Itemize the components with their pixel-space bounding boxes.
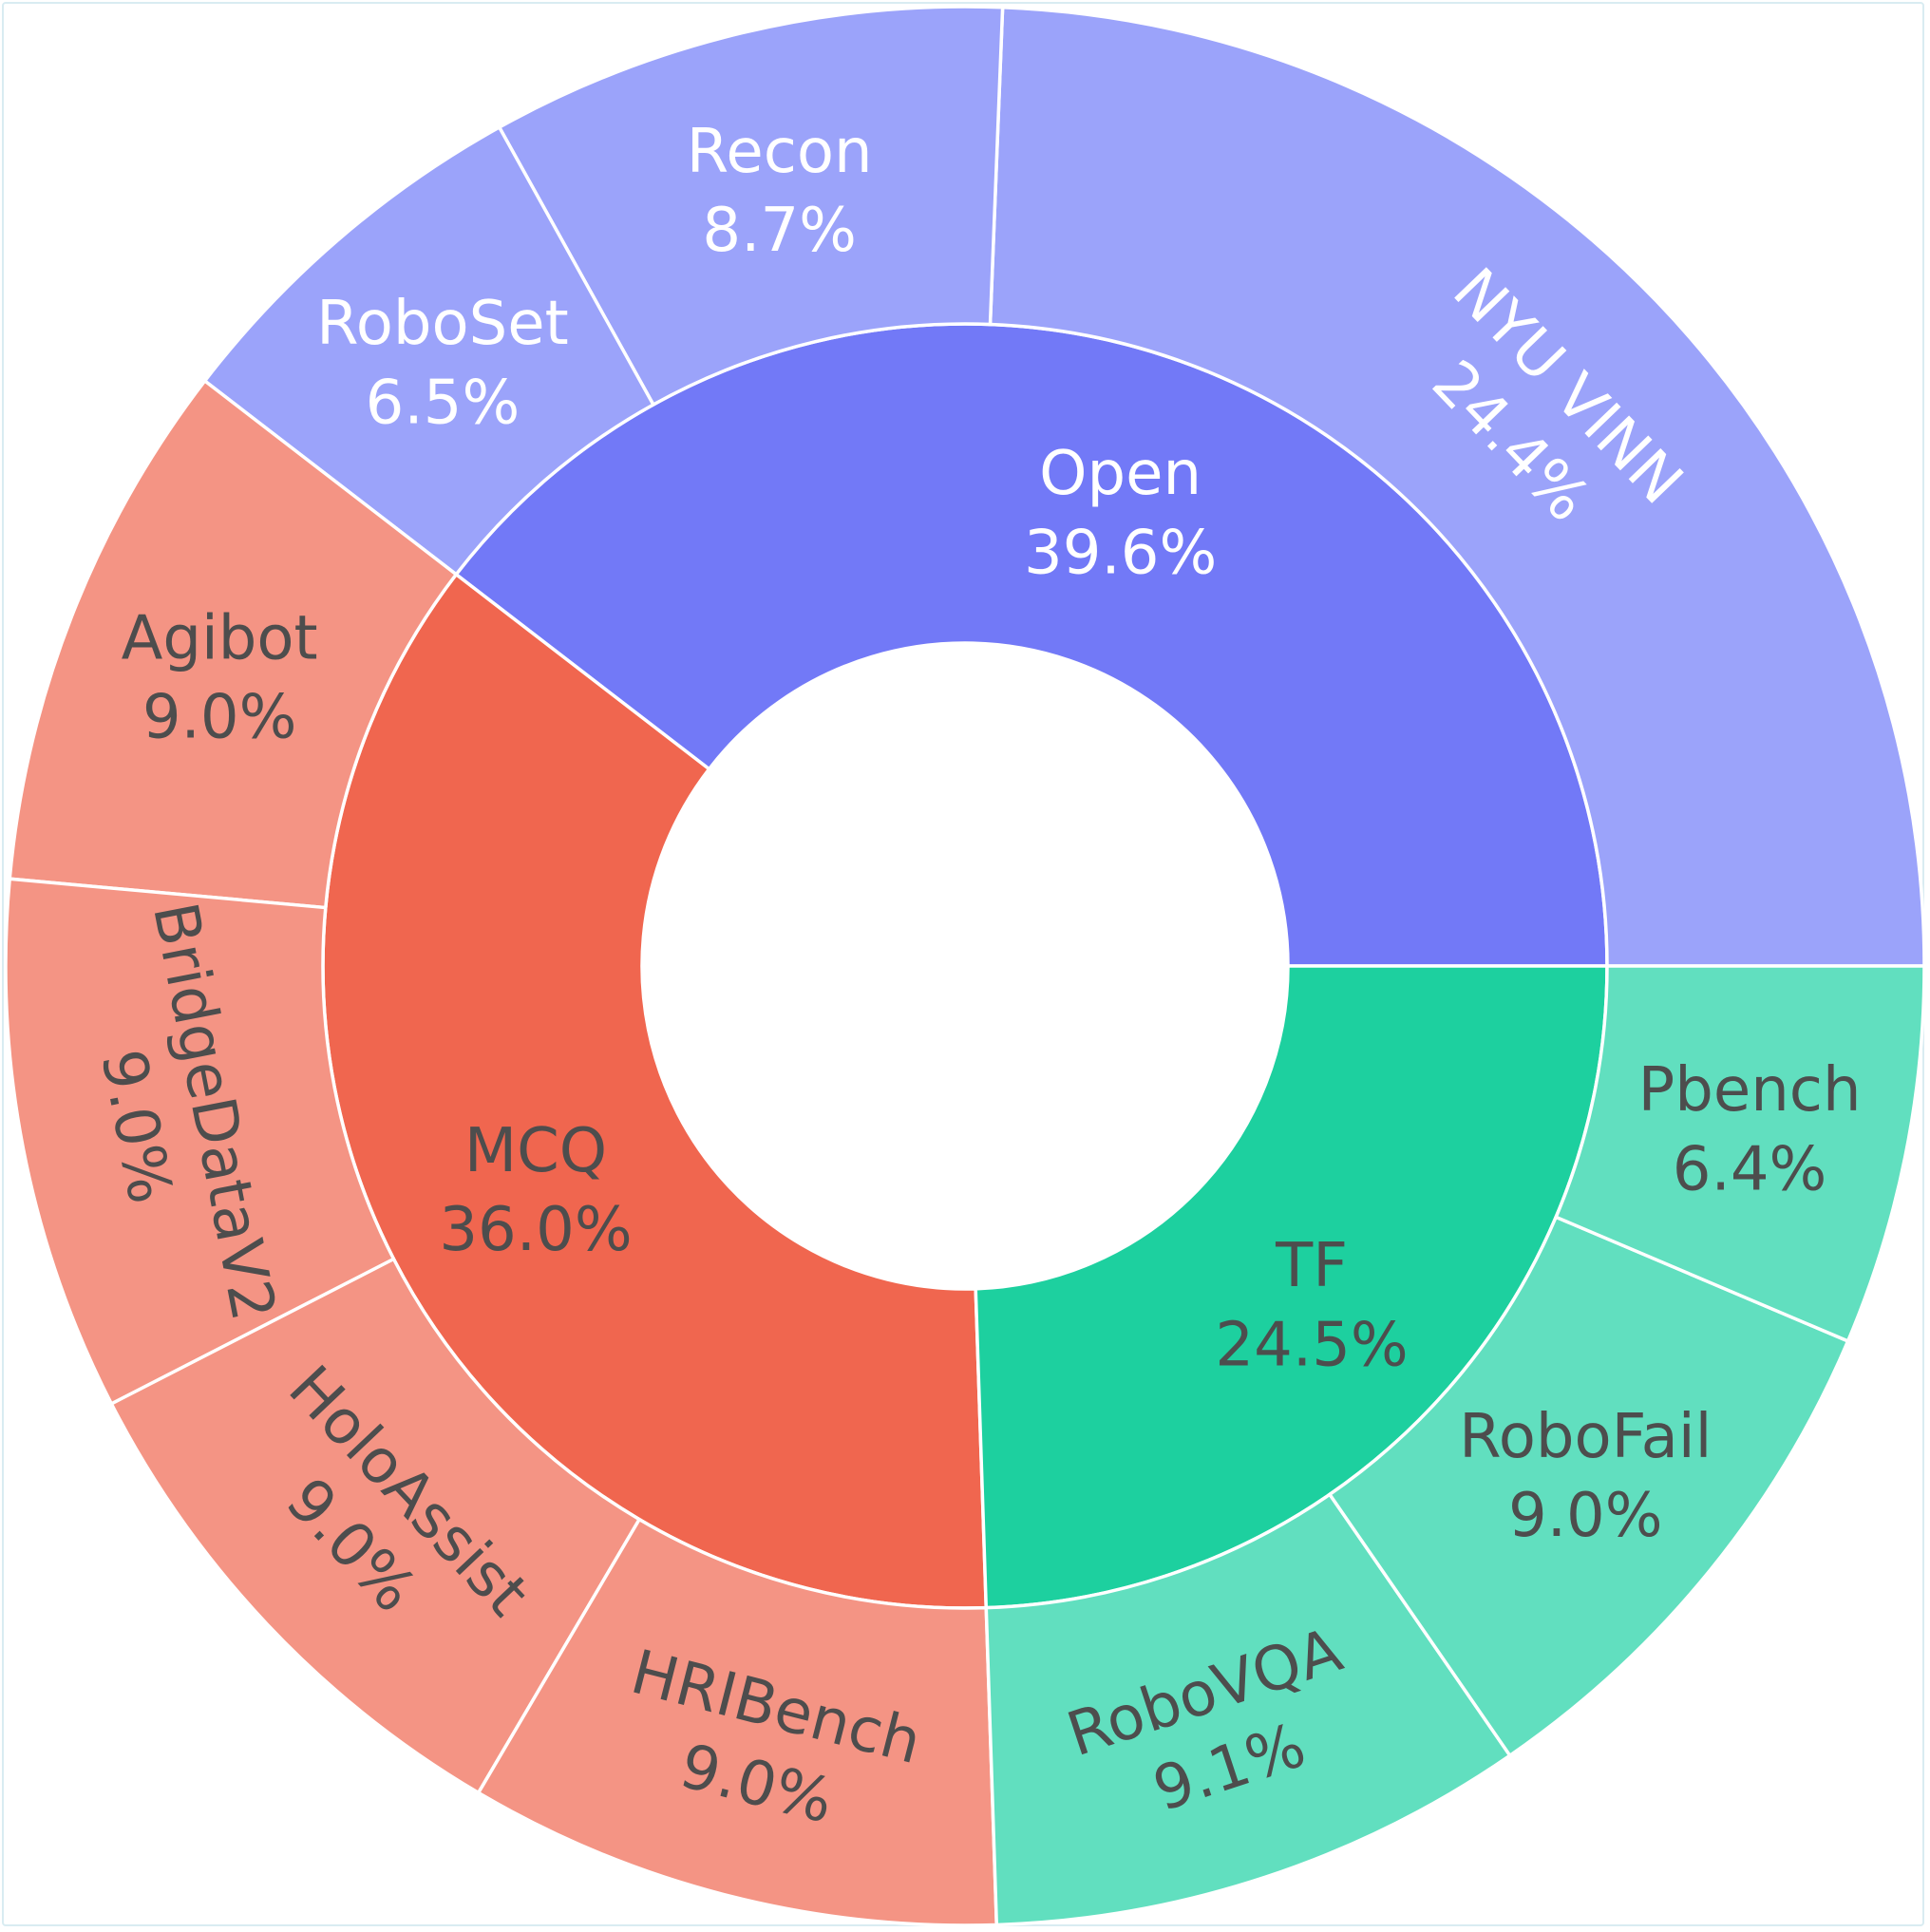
segment-name-recon: Recon (687, 117, 873, 187)
segment-label-robofail: RoboFail 9.0% (1459, 1402, 1712, 1551)
segment-label-roboset: RoboSet 6.5% (316, 289, 569, 438)
segment-percent-agibot: 9.0% (142, 683, 297, 753)
segment-name-roboset: RoboSet (316, 289, 569, 359)
segment-name-agibot: Agibot (122, 603, 318, 673)
segment-label-mcq: MCQ 36.0% (439, 1116, 632, 1265)
segment-percent-mcq: 36.0% (439, 1195, 632, 1265)
segment-percent-robofail: 9.0% (1508, 1481, 1663, 1551)
sunburst-segment-pbench[interactable] (1553, 964, 1926, 1344)
segment-percent-tf: 24.5% (1215, 1310, 1408, 1380)
segment-name-pbench: Pbench (1638, 1055, 1862, 1126)
segment-label-agibot: Agibot 9.0% (122, 603, 318, 752)
segment-name-mcq: MCQ (464, 1116, 607, 1186)
sunburst-segment-nyu-vinn[interactable] (988, 5, 1926, 968)
segment-label-recon: Recon 8.7% (687, 117, 873, 266)
segment-percent-open: 39.6% (1024, 518, 1217, 588)
segment-percent-recon: 8.7% (702, 196, 857, 266)
segment-name-open: Open (1039, 439, 1202, 509)
segment-label-pbench: Pbench 6.4% (1638, 1055, 1862, 1204)
segment-label-tf: TF 24.5% (1215, 1231, 1408, 1380)
segment-percent-roboset: 6.5% (366, 368, 520, 438)
segment-percent-pbench: 6.4% (1673, 1134, 1827, 1204)
segment-name-tf: TF (1275, 1231, 1348, 1301)
segment-label-open: Open 39.6% (1024, 439, 1217, 588)
segment-name-robofail: RoboFail (1459, 1402, 1712, 1472)
